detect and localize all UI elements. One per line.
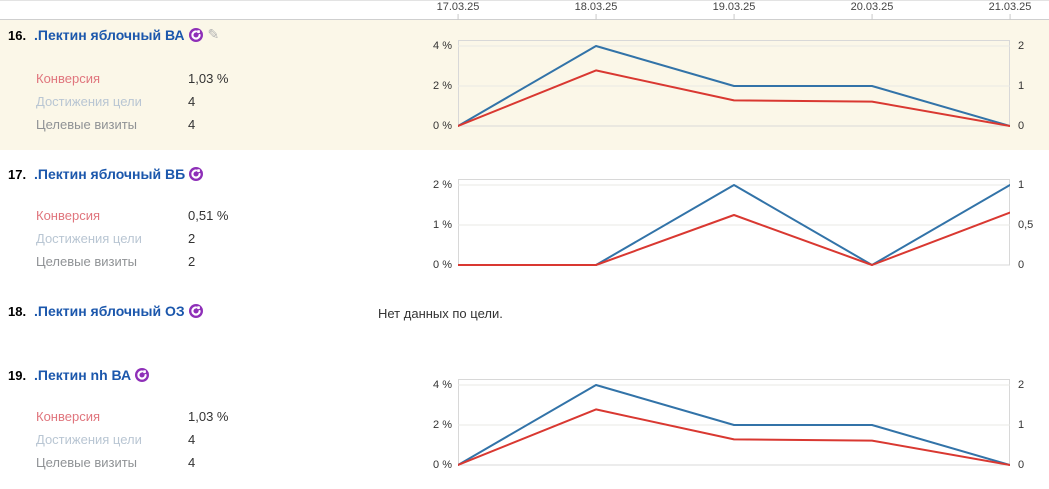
metric-label-target-visits: Целевые визиты [36, 254, 138, 269]
y-axis-right-tick: 0,5 [1018, 219, 1034, 231]
metric-value-conversion: 1,03 % [188, 71, 229, 86]
metric-label-goal-reaches: Достижения цели [36, 94, 142, 109]
y-axis-right-tick: 0 [1018, 120, 1025, 132]
goal-segment-icon[interactable] [188, 28, 203, 42]
metric-value-target-visits: 4 [188, 455, 196, 470]
date-tick-label: 17.03.25 [436, 1, 480, 13]
metric-label-target-visits: Целевые визиты [36, 455, 138, 470]
metric-value-goal-reaches: 4 [188, 94, 196, 109]
axis-tick [733, 14, 735, 20]
goal-title-link[interactable]: .Пектин nh ВА [34, 367, 132, 383]
axis-tick [457, 14, 459, 20]
date-tick-label: 20.03.25 [850, 1, 894, 13]
report-row-19: 19. .Пектин nh ВА Конверсия 1,03 % Достиже… [0, 355, 1049, 489]
metrics-list: Конверсия 0,51 % Достижения цели 2 Целевые… [36, 204, 420, 273]
goal-trend-chart[interactable]: 4 % 2 % 0 % 2 1 0 [420, 36, 1049, 132]
y-axis-right-tick: 1 [1018, 80, 1025, 92]
y-axis-left-tick: 2 % [433, 80, 452, 92]
metric-value-target-visits: 4 [188, 117, 196, 132]
y-axis-left-tick: 4 % [433, 40, 452, 52]
metric-label-goal-reaches: Достижения цели [36, 432, 142, 447]
y-axis-left-tick: 0 % [433, 259, 452, 271]
line-chart-canvas[interactable] [458, 36, 1010, 132]
metrics-list: Конверсия 1,03 % Достижения цели 4 Целевые… [36, 67, 420, 136]
goal-segment-icon[interactable] [135, 368, 150, 382]
row-number: 17. [8, 167, 27, 182]
y-axis-left-tick: 4 % [433, 379, 452, 391]
date-tick-label: 18.03.25 [574, 1, 618, 13]
axis-tick [1009, 14, 1011, 20]
y-axis-right-tick: 0 [1018, 259, 1025, 271]
y-axis-left-tick: 2 % [433, 419, 452, 431]
goal-title-link[interactable]: .Пектин яблочный ВА [34, 27, 185, 43]
y-axis-left-tick: 2 % [433, 179, 452, 191]
axis-tick [871, 14, 873, 20]
report-row-16: 16. .Пектин яблочный ВА ✎ Конверсия 1,03 % … [0, 20, 1049, 150]
date-axis-strip: 17.03.25 18.03.25 19.03.25 20.03.25 21.0… [437, 1, 1031, 20]
metrics-list: Конверсия 1,03 % Достижения цели 4 Целевые… [36, 405, 420, 474]
y-axis-right-tick: 0 [1018, 459, 1025, 471]
y-axis-right-tick: 1 [1018, 179, 1025, 191]
goal-title-link[interactable]: .Пектин яблочный ВБ [34, 166, 186, 182]
metric-label-goal-reaches: Достижения цели [36, 231, 142, 246]
row-left-column: 18. .Пектин яблочный ОЗ [0, 290, 420, 321]
edit-pencil-icon[interactable]: ✎ [207, 26, 220, 42]
date-tick-label: 21.03.25 [988, 1, 1032, 13]
y-axis-left-tick: 0 % [433, 459, 452, 471]
row-number: 16. [8, 28, 27, 43]
report-row-17: 17. .Пектин яблочный ВБ Конверсия 0,51 % Д… [0, 150, 1049, 290]
row-left-column: 16. .Пектин яблочный ВА ✎ Конверсия 1,03 % … [0, 20, 420, 136]
line-chart-canvas[interactable] [458, 375, 1010, 471]
y-axis-left-tick: 0 % [433, 120, 452, 132]
date-tick-label: 19.03.25 [712, 1, 756, 13]
metric-value-goal-reaches: 2 [188, 231, 196, 246]
metric-value-target-visits: 2 [188, 254, 196, 269]
row-number: 19. [8, 368, 27, 383]
row-number: 18. [8, 304, 27, 319]
date-axis-header: 17.03.25 18.03.25 19.03.25 20.03.25 21.0… [0, 0, 1049, 20]
metric-label-conversion: Конверсия [36, 71, 101, 86]
metric-label-target-visits: Целевые визиты [36, 117, 138, 132]
y-axis-right-tick: 1 [1018, 419, 1025, 431]
goal-trend-chart[interactable]: 4 % 2 % 0 % 2 1 0 [420, 375, 1049, 471]
no-data-message: Нет данных по цели. [378, 306, 503, 321]
report-row-18: 18. .Пектин яблочный ОЗ Нет данных по цел… [0, 290, 1049, 355]
goal-title-link[interactable]: .Пектин яблочный ОЗ [34, 303, 185, 319]
goal-trend-chart[interactable]: 2 % 1 % 0 % 1 0,5 0 [420, 175, 1049, 271]
row-left-column: 19. .Пектин nh ВА Конверсия 1,03 % Достиже… [0, 355, 420, 474]
metric-value-conversion: 1,03 % [188, 409, 229, 424]
y-axis-right-tick: 2 [1018, 40, 1025, 52]
row-left-column: 17. .Пектин яблочный ВБ Конверсия 0,51 % Д… [0, 150, 420, 273]
metric-label-conversion: Конверсия [36, 208, 101, 223]
metric-value-goal-reaches: 4 [188, 432, 196, 447]
goal-segment-icon[interactable] [188, 304, 203, 318]
y-axis-right-tick: 2 [1018, 379, 1025, 391]
goal-segment-icon[interactable] [189, 167, 204, 181]
metric-label-conversion: Конверсия [36, 409, 101, 424]
metric-value-conversion: 0,51 % [188, 208, 229, 223]
axis-tick [595, 14, 597, 20]
y-axis-left-tick: 1 % [433, 219, 452, 231]
line-chart-canvas[interactable] [458, 175, 1010, 271]
